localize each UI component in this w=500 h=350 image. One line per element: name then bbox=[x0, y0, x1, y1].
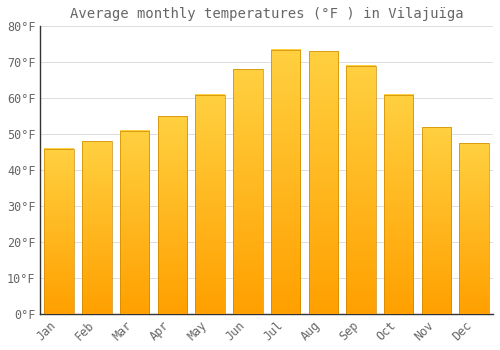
Bar bbox=[308, 51, 338, 314]
Bar bbox=[196, 94, 225, 314]
Bar bbox=[460, 143, 489, 314]
Bar bbox=[44, 148, 74, 314]
Title: Average monthly temperatures (°F ) in Vilajuïga: Average monthly temperatures (°F ) in Vi… bbox=[70, 7, 464, 21]
Bar bbox=[158, 116, 187, 314]
Bar bbox=[271, 50, 300, 314]
Bar bbox=[346, 66, 376, 314]
Bar bbox=[233, 69, 262, 314]
Bar bbox=[422, 127, 451, 314]
Bar bbox=[120, 131, 150, 314]
Bar bbox=[384, 94, 414, 314]
Bar bbox=[82, 141, 112, 314]
